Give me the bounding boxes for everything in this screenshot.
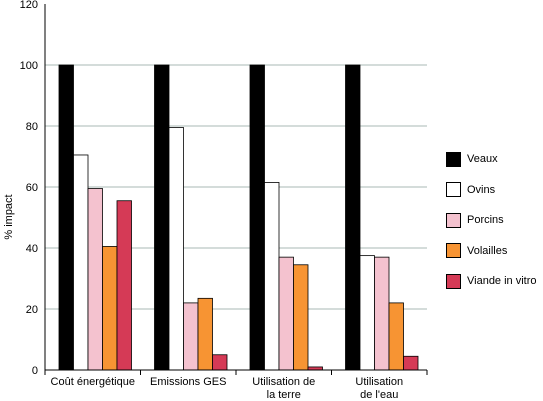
legend-label: Porcins bbox=[467, 214, 504, 227]
axes bbox=[44, 4, 428, 375]
y-tick-label: 20 bbox=[26, 304, 38, 316]
bar bbox=[374, 256, 390, 371]
bar bbox=[403, 355, 419, 371]
bar bbox=[388, 302, 404, 371]
y-tick-label: 0 bbox=[32, 365, 38, 377]
bar bbox=[264, 182, 280, 371]
legend-swatch bbox=[446, 212, 461, 228]
bar bbox=[278, 256, 294, 371]
x-tick-label: Utilisation de l'eau bbox=[355, 376, 403, 401]
bar bbox=[73, 154, 89, 371]
bar bbox=[249, 64, 265, 371]
legend-label: Ovins bbox=[467, 183, 496, 196]
legend: Veaux Ovins Porcins Volailles Viande in vitr… bbox=[446, 144, 543, 297]
bars bbox=[58, 64, 419, 371]
y-axis-ticks: 0 20 40 60 80 100 120 bbox=[20, 0, 38, 377]
bar bbox=[359, 255, 375, 371]
legend-item: Viande in vitro bbox=[446, 266, 543, 297]
bar bbox=[116, 200, 132, 371]
x-tick-label-line: la terre bbox=[267, 389, 301, 401]
legend-item: Volailles bbox=[446, 236, 543, 267]
x-axis-labels: Coût énergétique Emissions GES Utilisation… bbox=[51, 376, 404, 401]
y-tick-label: 80 bbox=[26, 121, 38, 133]
legend-item: Veaux bbox=[446, 144, 543, 175]
legend-swatch bbox=[446, 182, 461, 198]
x-tick-label: Utilisation de la terre bbox=[252, 376, 315, 401]
y-tick-label: 40 bbox=[26, 243, 38, 255]
legend-label: Veaux bbox=[467, 153, 498, 166]
bar bbox=[87, 188, 103, 371]
bar bbox=[183, 302, 199, 371]
x-tick-label-line: Utilisation de bbox=[252, 376, 315, 388]
bar bbox=[58, 64, 74, 371]
x-tick-label: Emissions GES bbox=[150, 376, 226, 388]
x-tick-label-line: Emissions GES bbox=[150, 376, 226, 388]
bar bbox=[168, 127, 184, 371]
x-tick-label-line: Coût énergétique bbox=[51, 376, 135, 388]
x-tick-label-line: de l'eau bbox=[360, 389, 398, 401]
bar bbox=[293, 264, 309, 371]
bar bbox=[345, 64, 361, 371]
bar bbox=[154, 64, 170, 371]
y-tick-label: 120 bbox=[20, 0, 38, 11]
legend-label: Viande in vitro bbox=[467, 275, 537, 288]
legend-item: Ovins bbox=[446, 175, 543, 206]
y-axis-title: % impact bbox=[3, 194, 15, 239]
legend-swatch bbox=[446, 151, 461, 167]
bar bbox=[212, 354, 228, 371]
y-tick-label: 100 bbox=[20, 60, 38, 72]
bar bbox=[197, 297, 213, 371]
x-tick-label: Coût énergétique bbox=[51, 376, 135, 388]
legend-swatch bbox=[446, 243, 461, 259]
bar bbox=[102, 246, 118, 371]
x-tick-label-line: Utilisation bbox=[355, 376, 403, 388]
legend-label: Volailles bbox=[467, 244, 508, 257]
legend-swatch bbox=[446, 273, 461, 289]
y-tick-label: 60 bbox=[26, 182, 38, 194]
legend-item: Porcins bbox=[446, 205, 543, 236]
